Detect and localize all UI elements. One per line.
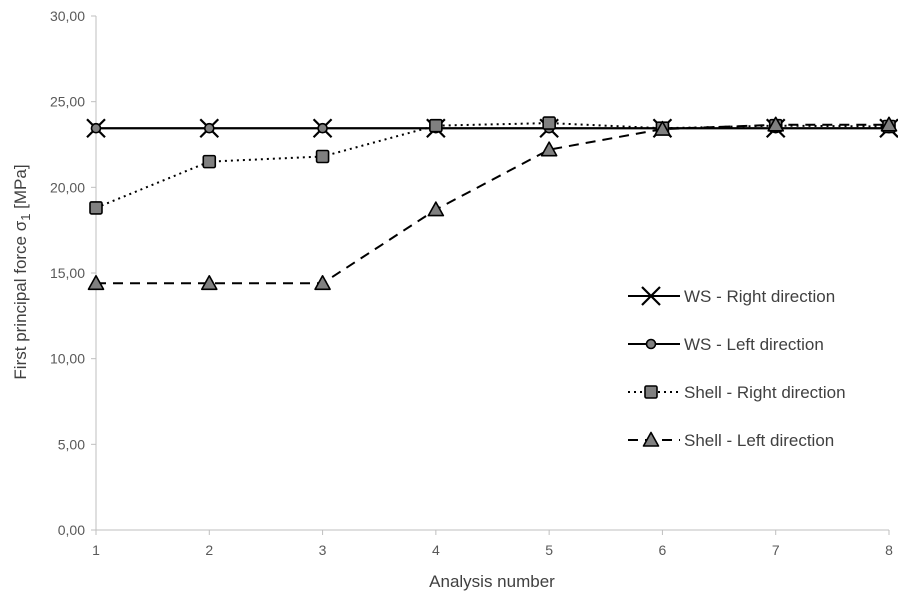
legend-label: WS - Right direction [684,287,835,306]
legend-item: WS - Left direction [628,335,824,354]
x-tick-label: 7 [772,542,780,558]
series-line [95,122,890,209]
data-point [767,116,785,132]
series-group [86,116,898,291]
x-tick-label: 6 [659,542,667,558]
y-axis-ticks: 0,00 5,00 10,00 15,00 20,00 25,00 30,00 [50,8,96,538]
legend-label: WS - Left direction [684,335,824,354]
legend-marker [645,338,657,350]
y-tick-label: 5,00 [58,436,85,452]
x-axis-title: Analysis number [429,572,555,591]
x-tick-label: 8 [885,542,893,558]
data-point [542,116,556,130]
series-line [96,123,889,285]
x-tick-label: 3 [319,542,327,558]
data-point [315,149,330,164]
legend-label: Shell - Right direction [684,383,846,402]
data-point [89,201,103,215]
x-tick-label: 4 [432,542,440,558]
data-point [654,120,671,136]
data-point [90,122,102,134]
legend-marker [642,431,660,447]
data-point [314,274,331,291]
y-axis-title-subscript: 1 [18,214,33,221]
x-tick-label: 5 [545,542,553,558]
data-point [202,154,217,169]
x-tick-label: 1 [92,542,100,558]
x-axis-ticks: 1 2 3 4 5 6 7 8 [92,530,893,558]
y-tick-label: 15,00 [50,265,85,281]
y-tick-label: 30,00 [50,8,85,24]
y-tick-label: 20,00 [50,179,85,195]
data-point [429,118,443,133]
axes [95,16,889,531]
y-axis-title: First principal force σ1 [MPa] [11,164,33,379]
series-4 [87,116,898,291]
legend-item: Shell - Right direction [628,383,846,402]
x-tick-label: 2 [205,542,213,558]
data-point [203,122,215,134]
data-point [87,274,105,291]
y-tick-label: 0,00 [58,522,85,538]
y-axis-title-unit: [MPa] [11,164,30,213]
y-tick-label: 10,00 [50,351,85,367]
legend-marker [641,286,661,306]
legend-item: Shell - Left direction [628,431,834,450]
legend-item: WS - Right direction [628,286,835,306]
data-point [540,141,558,157]
data-point [427,201,445,217]
y-tick-label: 25,00 [50,94,85,110]
legend-label: Shell - Left direction [684,431,834,450]
legend: WS - Right direction WS - Left direction S… [628,286,846,450]
data-point [880,116,898,132]
data-point [317,122,328,134]
legend-marker [644,385,658,399]
data-point [200,274,218,291]
y-axis-title-main: First principal force σ [11,220,30,379]
